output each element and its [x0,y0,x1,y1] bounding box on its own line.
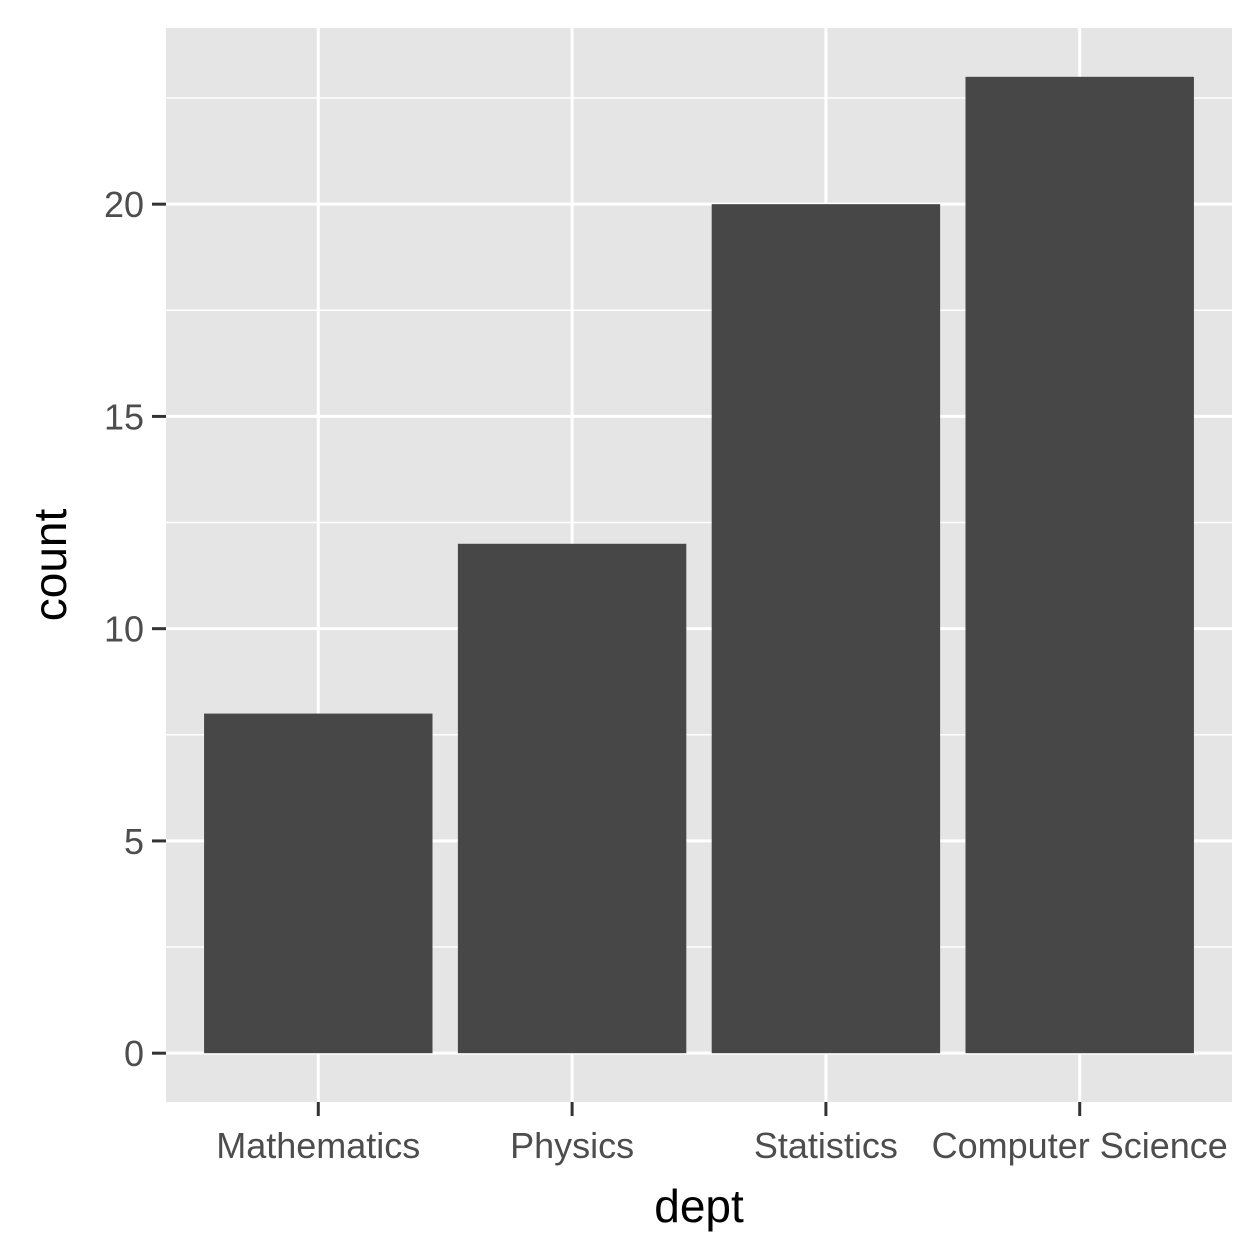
bars [204,76,1194,1054]
y-tick-label: 15 [104,396,144,437]
y-tick-label: 0 [124,1033,144,1074]
x-tick-label: Statistics [754,1125,898,1166]
bar-mathematics [204,713,433,1054]
y-tick-label: 20 [104,184,144,225]
x-axis-title: dept [654,1180,744,1232]
x-tick-label: Mathematics [216,1125,420,1166]
x-tick-label: Computer Science [932,1125,1228,1166]
y-tick-label: 10 [104,609,144,650]
y-axis-title: count [24,509,76,622]
bar-computer-science [965,76,1194,1054]
y-axis: 0 5 10 15 20 [104,184,166,1074]
bar-statistics [711,204,941,1054]
x-tick-label: Physics [510,1125,634,1166]
bar-physics [457,543,687,1054]
y-tick-label: 5 [124,821,144,862]
x-axis: Mathematics Physics Statistics Computer Sci… [216,1102,1228,1166]
